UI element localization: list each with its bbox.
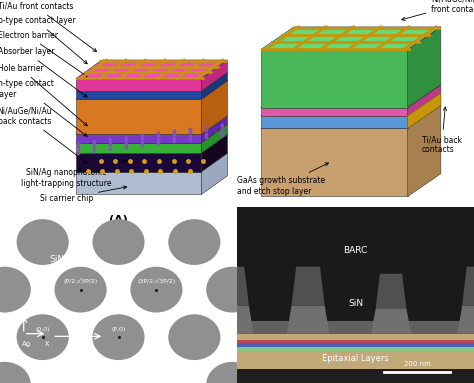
Polygon shape xyxy=(462,267,474,306)
Bar xyxy=(237,334,474,369)
Polygon shape xyxy=(76,60,228,79)
Polygon shape xyxy=(261,116,408,128)
Polygon shape xyxy=(76,79,201,91)
Text: Electron barrier: Electron barrier xyxy=(0,31,87,77)
Text: P = 500 nm: P = 500 nm xyxy=(120,361,164,370)
Polygon shape xyxy=(76,172,201,195)
Text: (A): (A) xyxy=(109,215,128,225)
Text: GaAs growth substrate
and etch stop layer: GaAs growth substrate and etch stop laye… xyxy=(237,163,328,196)
Ellipse shape xyxy=(206,362,258,383)
Text: (P,0): (P,0) xyxy=(111,327,126,332)
Ellipse shape xyxy=(17,314,69,360)
Polygon shape xyxy=(76,134,201,143)
Polygon shape xyxy=(457,306,474,334)
Text: 200 nm: 200 nm xyxy=(404,361,430,367)
Polygon shape xyxy=(292,267,325,306)
Polygon shape xyxy=(261,50,408,108)
Polygon shape xyxy=(201,124,228,153)
Polygon shape xyxy=(211,306,254,334)
Ellipse shape xyxy=(168,219,220,265)
Text: Ni/AuGe/Ni/Au
back contacts: Ni/AuGe/Ni/Au back contacts xyxy=(0,106,87,163)
Text: Absorber layer: Absorber layer xyxy=(0,47,87,97)
Text: P: P xyxy=(76,319,81,328)
Polygon shape xyxy=(76,143,201,153)
Ellipse shape xyxy=(55,267,107,313)
Ellipse shape xyxy=(92,219,145,265)
Polygon shape xyxy=(201,153,228,195)
Polygon shape xyxy=(76,124,228,143)
Ellipse shape xyxy=(0,267,31,313)
Polygon shape xyxy=(76,153,201,172)
Text: (B): (B) xyxy=(346,215,365,225)
Polygon shape xyxy=(375,274,407,309)
Bar xyxy=(237,207,474,321)
Text: Epitaxial Layers: Epitaxial Layers xyxy=(322,354,389,363)
Text: n-type contact
layer: n-type contact layer xyxy=(0,79,87,136)
Polygon shape xyxy=(201,72,228,99)
Text: Hole barrier: Hole barrier xyxy=(0,64,87,126)
Polygon shape xyxy=(408,85,441,116)
Bar xyxy=(237,321,474,334)
Polygon shape xyxy=(408,93,441,128)
Ellipse shape xyxy=(92,314,145,360)
Bar xyxy=(237,340,474,343)
Text: x: x xyxy=(45,339,50,348)
Polygon shape xyxy=(261,85,441,108)
Polygon shape xyxy=(76,72,228,91)
Polygon shape xyxy=(261,93,441,116)
Polygon shape xyxy=(216,267,249,306)
Text: Si carrier chip: Si carrier chip xyxy=(40,186,127,203)
Text: BARC: BARC xyxy=(343,246,368,255)
Polygon shape xyxy=(76,99,201,134)
Text: SiN: SiN xyxy=(49,255,64,264)
Polygon shape xyxy=(76,134,228,153)
Text: (3P/2,√3P/2): (3P/2,√3P/2) xyxy=(137,278,175,284)
Polygon shape xyxy=(76,81,228,99)
Polygon shape xyxy=(261,108,408,116)
Polygon shape xyxy=(76,153,228,172)
Text: SiN/Ag nanophotonic
light-trapping structure: SiN/Ag nanophotonic light-trapping struc… xyxy=(21,160,127,188)
Polygon shape xyxy=(261,128,408,196)
Ellipse shape xyxy=(168,314,220,360)
Bar xyxy=(237,343,474,347)
Ellipse shape xyxy=(206,267,258,313)
Polygon shape xyxy=(201,116,228,143)
Polygon shape xyxy=(408,105,441,196)
Text: SiN: SiN xyxy=(348,299,363,308)
Polygon shape xyxy=(76,116,228,134)
Ellipse shape xyxy=(0,362,31,383)
Bar xyxy=(237,334,474,340)
Text: (P/2,√3P/2): (P/2,√3P/2) xyxy=(64,278,98,284)
Bar xyxy=(237,347,474,351)
Polygon shape xyxy=(201,60,228,91)
Ellipse shape xyxy=(130,267,182,313)
Text: Ti/Au front contacts: Ti/Au front contacts xyxy=(0,2,97,52)
Polygon shape xyxy=(201,134,228,172)
Polygon shape xyxy=(261,27,441,50)
Polygon shape xyxy=(408,27,441,108)
Text: Ti/Au back
contacts: Ti/Au back contacts xyxy=(422,107,462,154)
Polygon shape xyxy=(408,93,441,128)
Polygon shape xyxy=(76,91,201,99)
Polygon shape xyxy=(201,81,228,134)
Polygon shape xyxy=(371,309,411,334)
Polygon shape xyxy=(287,306,329,334)
Text: y: y xyxy=(13,310,18,319)
Ellipse shape xyxy=(17,219,69,265)
Text: (0,0): (0,0) xyxy=(36,327,50,332)
Polygon shape xyxy=(261,105,441,128)
Text: p-type contact layer: p-type contact layer xyxy=(0,16,87,64)
Text: Ag: Ag xyxy=(21,341,31,347)
Text: Ni/AuGe/Ni/Au
front contacts: Ni/AuGe/Ni/Au front contacts xyxy=(402,0,474,20)
